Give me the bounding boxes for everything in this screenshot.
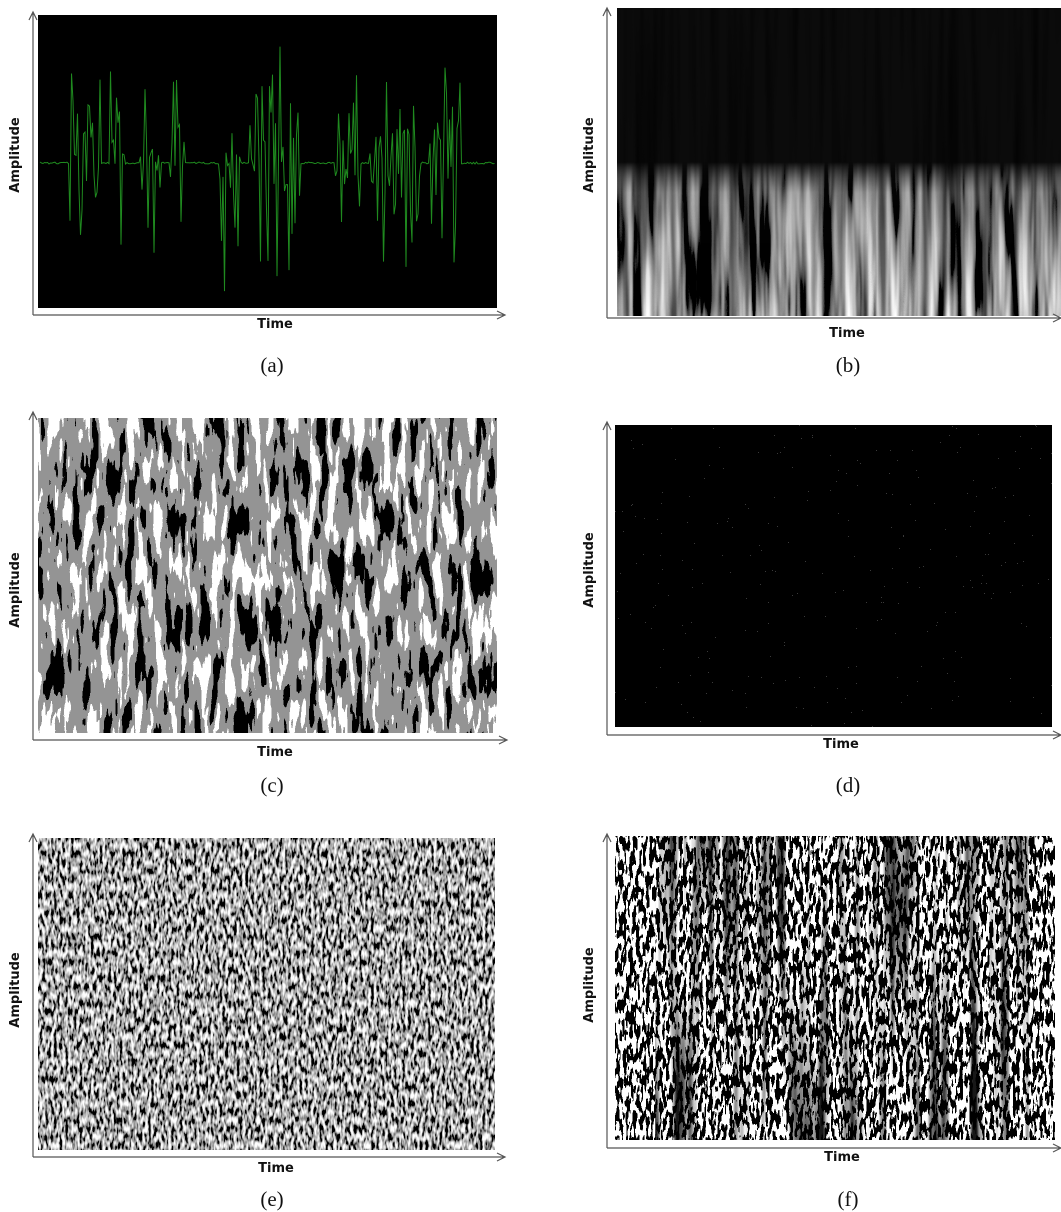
noise-map xyxy=(38,838,495,1150)
x-axis-label: Time xyxy=(258,1161,294,1176)
panel-caption: (b) xyxy=(836,353,861,377)
y-axis-label: Amplitude xyxy=(582,947,597,1023)
y-axis xyxy=(603,422,611,735)
panel-caption: (d) xyxy=(836,773,861,797)
feature-map xyxy=(38,418,497,733)
y-axis-label: Amplitude xyxy=(582,117,597,193)
figure: Amplitude Time (a) Amplitude Time (b) Amplitud… xyxy=(0,0,1061,1212)
x-axis-label: Time xyxy=(257,317,293,332)
x-axis-label: Time xyxy=(257,745,293,760)
panel-caption: (f) xyxy=(838,1187,859,1211)
y-axis xyxy=(603,834,611,1148)
x-axis xyxy=(33,736,507,744)
x-axis-label: Time xyxy=(823,737,859,752)
x-axis xyxy=(33,1153,505,1161)
panel-caption: (c) xyxy=(260,773,283,797)
y-axis-label: Amplitude xyxy=(8,952,23,1028)
x-axis-label: Time xyxy=(829,326,865,341)
binary-stripes xyxy=(655,836,1035,1140)
spectrogram-stripes xyxy=(617,8,1061,316)
panel-caption: (e) xyxy=(260,1187,283,1211)
y-axis-label: Amplitude xyxy=(8,552,23,628)
y-axis xyxy=(603,8,611,318)
panel-caption: (a) xyxy=(260,353,283,377)
y-axis xyxy=(29,412,37,740)
y-axis-label: Amplitude xyxy=(8,117,23,193)
sparse-texture xyxy=(615,425,1052,727)
x-axis-label: Time xyxy=(824,1150,860,1165)
y-axis xyxy=(29,12,37,315)
y-axis xyxy=(29,834,37,1157)
y-axis-label: Amplitude xyxy=(582,532,597,608)
